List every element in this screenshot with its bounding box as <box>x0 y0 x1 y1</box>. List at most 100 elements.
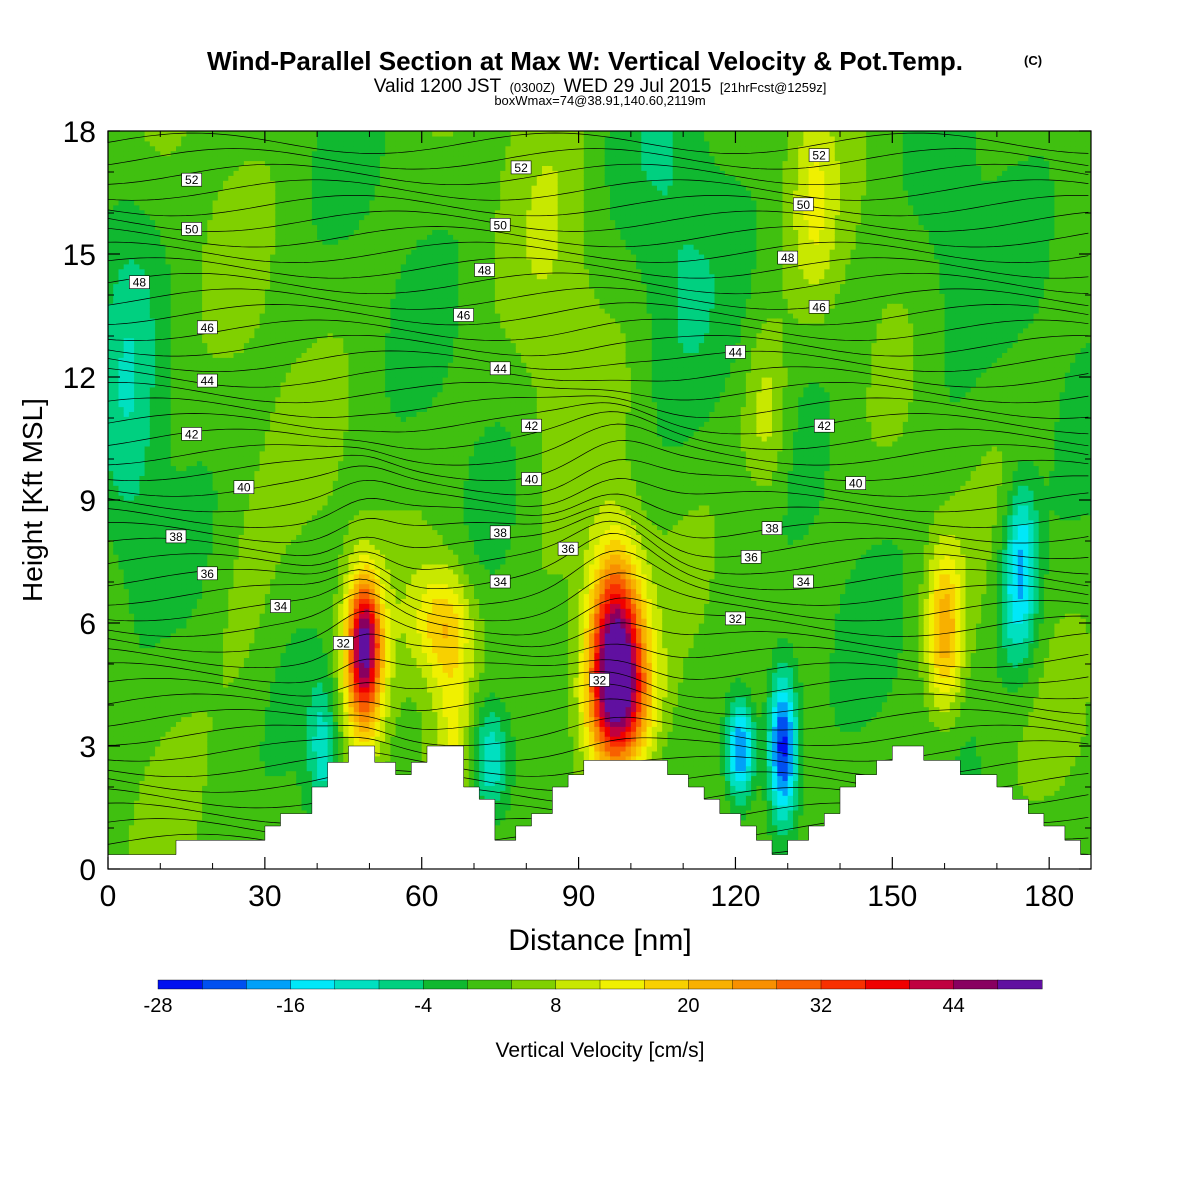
heatmap-cell <box>254 632 261 639</box>
heatmap-cell <box>149 254 156 260</box>
heatmap-cell <box>254 726 261 732</box>
heatmap-cell <box>270 426 276 432</box>
heatmap-cell <box>249 637 255 644</box>
heatmap-cell <box>207 829 214 836</box>
heatmap-cell <box>223 283 229 289</box>
heatmap-cell <box>165 170 172 176</box>
heatmap-cell <box>118 657 125 663</box>
heatmap-cell <box>254 549 261 555</box>
heatmap-cell <box>108 805 114 811</box>
heatmap-cell <box>176 775 182 781</box>
heatmap-cell <box>275 578 282 585</box>
heatmap-cell <box>254 716 261 722</box>
heatmap-cell <box>202 682 208 688</box>
heatmap-cell <box>139 682 146 688</box>
heatmap-cell <box>259 362 266 368</box>
heatmap-cell <box>165 441 172 447</box>
heatmap-cell <box>149 696 156 703</box>
heatmap-cell <box>264 701 271 708</box>
heatmap-cell <box>149 308 156 314</box>
heatmap-cell <box>233 672 240 678</box>
heatmap-cell <box>113 544 119 550</box>
heatmap-cell <box>223 534 229 540</box>
heatmap-cell <box>160 288 167 294</box>
heatmap-cell <box>191 593 198 599</box>
heatmap-cell <box>118 249 125 255</box>
heatmap-cell <box>128 381 135 388</box>
heatmap-cell <box>254 342 261 349</box>
heatmap-cell <box>155 450 161 457</box>
heatmap-cell <box>259 180 266 186</box>
heatmap-cell <box>212 682 219 688</box>
heatmap-cell <box>165 568 172 575</box>
heatmap-cell <box>165 603 172 609</box>
heatmap-cell <box>275 283 282 289</box>
heatmap-cell <box>108 514 114 521</box>
heatmap-cell <box>254 204 261 211</box>
heatmap-cell <box>196 603 203 609</box>
heatmap-cell <box>259 544 266 550</box>
heatmap-cell <box>165 460 172 467</box>
heatmap-cell <box>149 426 156 432</box>
heatmap-cell <box>223 554 229 560</box>
heatmap-cell <box>123 524 130 531</box>
heatmap-cell <box>228 810 235 816</box>
heatmap-cell <box>186 642 193 649</box>
heatmap-cell <box>123 662 130 668</box>
heatmap-cell <box>196 687 203 693</box>
heatmap-cell <box>144 308 151 314</box>
heatmap-cell <box>134 377 140 383</box>
heatmap-cell <box>196 155 203 162</box>
heatmap-cell <box>202 603 208 609</box>
heatmap-cell <box>202 268 208 275</box>
heatmap-cell <box>113 805 119 811</box>
heatmap-cell <box>212 303 219 309</box>
heatmap-cell <box>259 814 266 821</box>
heatmap-cell <box>186 711 193 718</box>
heatmap-cell <box>217 736 224 742</box>
heatmap-cell <box>176 288 182 294</box>
heatmap-cell <box>243 642 250 649</box>
heatmap-cell <box>270 706 276 713</box>
heatmap-cell <box>275 652 282 658</box>
heatmap-cell <box>217 249 224 255</box>
heatmap-cell <box>113 293 119 299</box>
heatmap-cell <box>217 500 224 506</box>
heatmap-cell <box>191 500 198 506</box>
heatmap-cell <box>139 426 146 432</box>
heatmap-cell <box>186 377 193 383</box>
heatmap-cell <box>202 687 208 693</box>
heatmap-cell <box>139 436 146 442</box>
heatmap-cell <box>207 283 214 289</box>
heatmap-cell <box>165 175 172 181</box>
heatmap-cell <box>217 824 224 831</box>
heatmap-cell <box>212 441 219 447</box>
heatmap-cell <box>270 401 276 408</box>
heatmap-cell <box>144 755 151 762</box>
heatmap-cell <box>275 800 282 806</box>
heatmap-cell <box>139 224 146 230</box>
heatmap-cell <box>233 495 240 501</box>
heatmap-cell <box>217 131 224 137</box>
heatmap-cell <box>118 583 125 590</box>
heatmap-cell <box>249 746 255 752</box>
heatmap-cell <box>275 613 282 619</box>
heatmap-cell <box>176 263 182 270</box>
heatmap-cell <box>139 500 146 506</box>
heatmap-cell <box>181 559 187 565</box>
heatmap-cell <box>176 268 182 275</box>
heatmap-cell <box>144 711 151 718</box>
heatmap-cell <box>149 504 156 511</box>
heatmap-cell <box>181 800 187 806</box>
heatmap-cell <box>155 667 161 673</box>
heatmap-cell <box>123 239 130 245</box>
heatmap-cell <box>113 377 119 383</box>
heatmap-cell <box>259 480 266 486</box>
heatmap-cell <box>155 258 161 265</box>
heatmap-cell <box>139 613 146 619</box>
heatmap-cell <box>149 780 156 786</box>
heatmap-cell <box>149 288 156 294</box>
heatmap-cell <box>202 539 208 545</box>
heatmap-cell <box>238 239 245 245</box>
heatmap-cell <box>144 386 151 393</box>
